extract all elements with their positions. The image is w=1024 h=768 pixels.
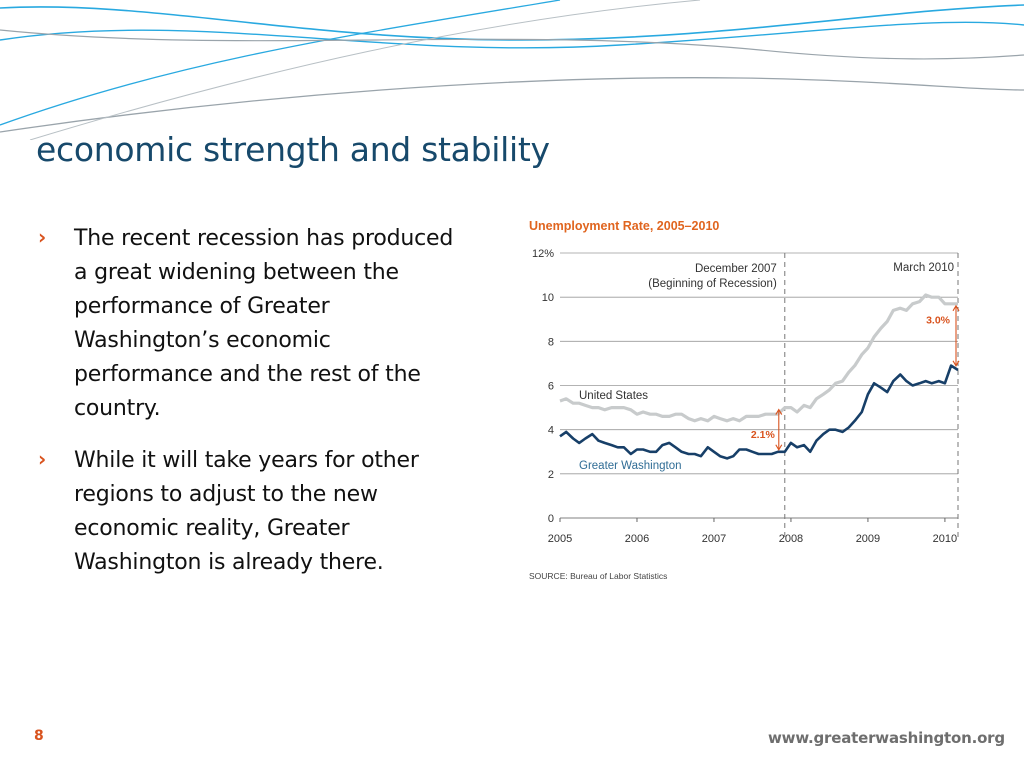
x-tick-label: 2009 [856,533,880,545]
x-tick-label: 2007 [702,533,726,545]
y-tick-label: 6 [548,381,554,393]
wave-gray-3 [29,0,701,140]
bullet-item: › The recent recession has produced a gr… [36,222,466,426]
page-number: 8 [34,728,44,744]
wave-gray-1 [0,29,1024,60]
footer-url: www.greaterwashington.org [768,729,1005,747]
y-tick-label: 12% [532,248,554,260]
y-tick-label: 8 [548,336,554,348]
gap-label-2010: 3.0% [926,314,951,326]
chevron-right-icon: › [38,447,47,471]
y-tick-label: 4 [548,425,554,437]
x-tick-label: 2010 [933,533,957,545]
bullet-text: While it will take years for other regio… [74,448,419,575]
series-label-greater-washington: Greater Washington [579,460,681,472]
series-line-united-states [559,293,958,423]
chevron-right-icon: › [38,225,47,249]
chart-source: SOURCE: Bureau of Labor Statistics [529,571,667,581]
gap-arrow-2007-head-top [775,408,783,415]
bullet-text: The recent recession has produced a grea… [74,226,454,421]
decorative-waves [0,0,1024,140]
gap-label-2007: 2.1% [751,429,776,441]
series-label-united-states: United States [579,390,648,402]
wave-blue-3 [0,0,561,126]
march-2010-label: March 2010 [893,262,954,274]
y-tick-label: 10 [542,292,554,304]
gap-arrow-2007-head-bottom [775,444,783,451]
wave-blue-2 [0,21,1024,49]
x-tick-label: 2005 [548,533,572,545]
series-line-greater-washington [559,364,959,460]
x-tick-label: 2008 [779,533,803,545]
wave-gray-2 [0,77,1024,133]
recession-caption-label: (Beginning of Recession) [648,278,777,290]
chart-title: Unemployment Rate, 2005–2010 [529,219,719,233]
y-tick-label: 0 [548,513,554,525]
bullet-item: › While it will take years for other reg… [36,444,466,580]
slide-title: economic strength and stability [36,130,550,169]
gap-arrow-2010-head-top [952,304,960,312]
gap-arrow-2010-head-bottom [952,360,960,367]
x-tick-label: 2006 [625,533,649,545]
bullet-list: › The recent recession has produced a gr… [36,222,466,598]
y-tick-label: 2 [548,469,554,481]
recession-date-label: December 2007 [695,263,777,275]
unemployment-chart: Unemployment Rate, 2005–2010 0 2 4 6 8 10 12% 20… [529,219,960,581]
wave-blue-1 [0,4,1024,41]
